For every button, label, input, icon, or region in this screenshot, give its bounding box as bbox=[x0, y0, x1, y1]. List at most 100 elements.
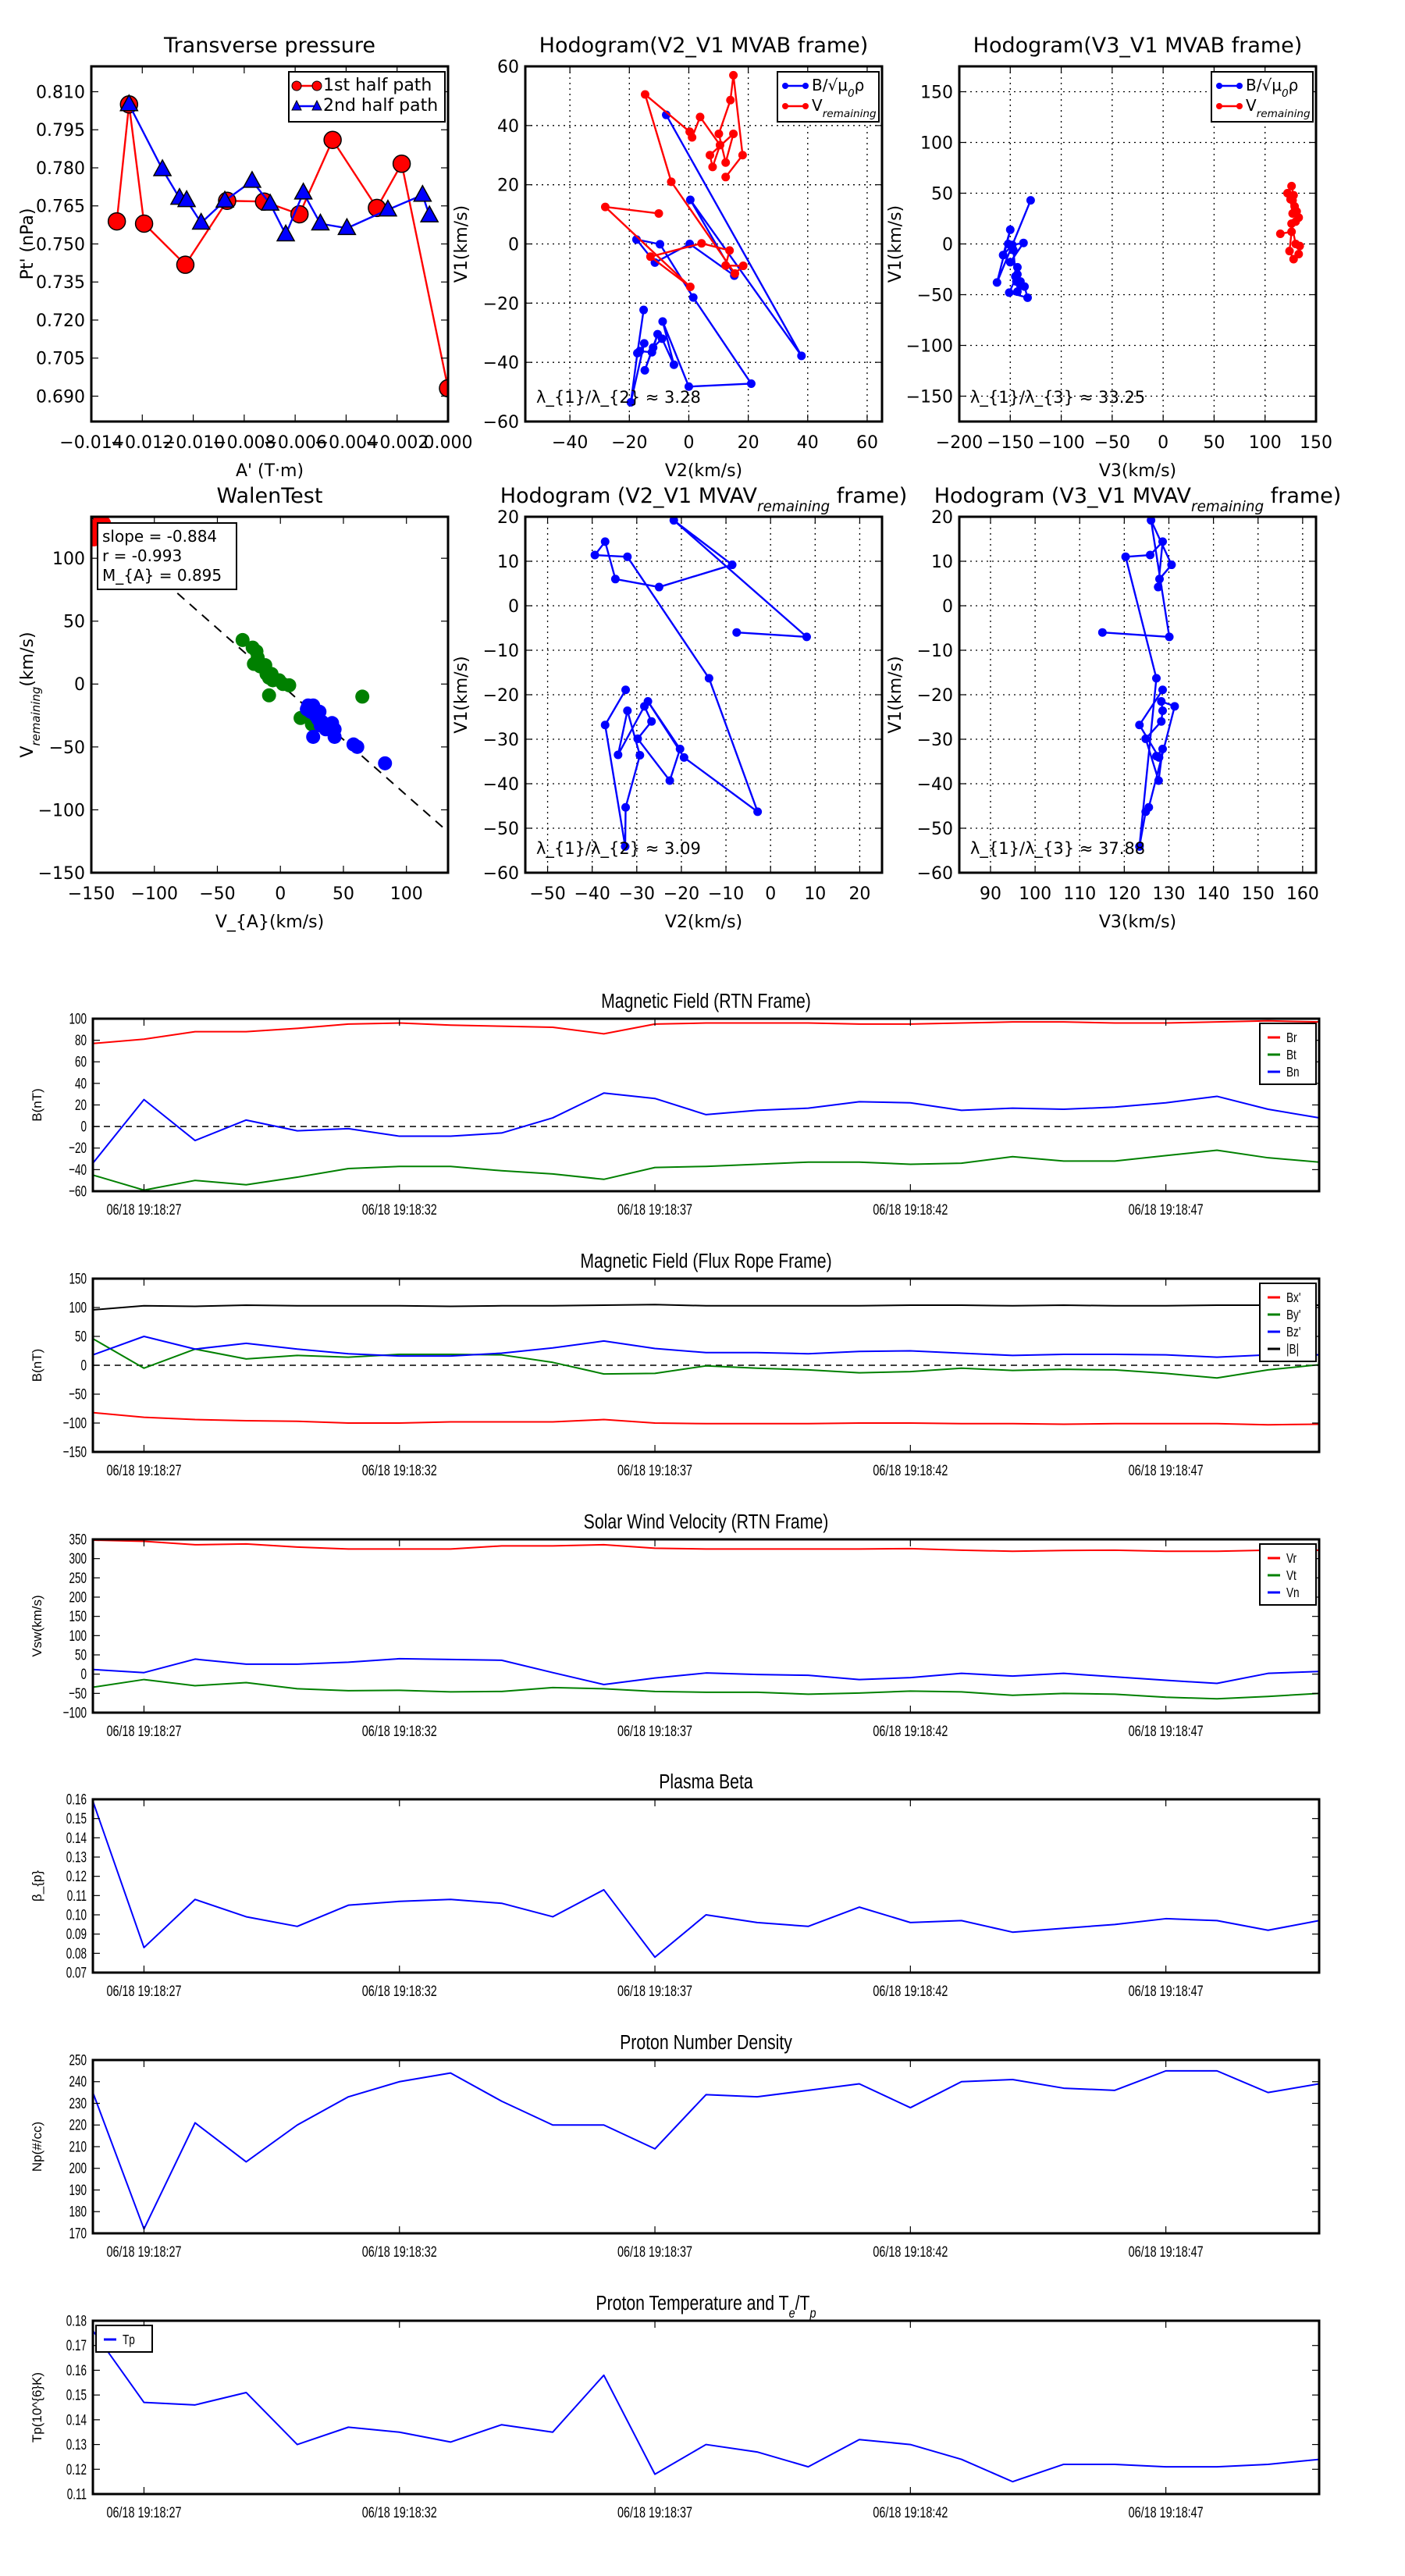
data-point bbox=[378, 756, 393, 770]
data-point bbox=[647, 717, 656, 726]
y-axis-label: β_{p} bbox=[30, 1870, 44, 1902]
x-tick-label: 06/18 19:18:37 bbox=[617, 1201, 692, 1219]
data-point bbox=[1286, 194, 1295, 204]
series-line-beta bbox=[93, 1801, 1319, 1959]
y-tick-label: 100 bbox=[69, 1627, 87, 1644]
legend-marker bbox=[311, 80, 322, 91]
y-tick-label: 0.16 bbox=[66, 1791, 87, 1808]
y-tick-label: 0 bbox=[80, 1118, 87, 1135]
y-tick-label: 0.15 bbox=[66, 2386, 87, 2403]
data-point bbox=[802, 632, 811, 642]
data-point bbox=[1004, 240, 1013, 248]
x-tick-label: 0.000 bbox=[424, 433, 473, 453]
chart-title: Proton Number Density bbox=[620, 2031, 792, 2055]
chart-title: Magnetic Field (RTN Frame) bbox=[601, 990, 811, 1013]
x-tick-label: 20 bbox=[738, 433, 759, 453]
data-point bbox=[1165, 632, 1174, 642]
y-tick-label: 50 bbox=[931, 184, 953, 204]
data-point bbox=[640, 702, 649, 711]
x-tick-label: 06/18 19:18:27 bbox=[106, 1461, 181, 1479]
data-point bbox=[1287, 181, 1297, 190]
legend-marker bbox=[782, 103, 788, 109]
data-point bbox=[1287, 227, 1297, 237]
data-point bbox=[1154, 776, 1163, 785]
legend-marker bbox=[1236, 83, 1243, 89]
legend-item: Bz' bbox=[1268, 1325, 1300, 1340]
x-tick-label: −20 bbox=[611, 433, 647, 453]
x-tick-label: 06/18 19:18:42 bbox=[873, 1461, 948, 1479]
y-tick-label: 0 bbox=[508, 235, 519, 254]
legend-label: Vt bbox=[1286, 1568, 1297, 1583]
legend: Tp bbox=[95, 2325, 153, 2353]
data-point bbox=[715, 141, 724, 150]
data-point bbox=[732, 628, 742, 637]
stats-line: slope = -0.884 bbox=[102, 527, 217, 546]
x-tick-label: 06/18 19:18:47 bbox=[1129, 1201, 1204, 1219]
legend-item: Vremaining bbox=[782, 96, 877, 120]
y-tick-label: −10 bbox=[917, 642, 953, 661]
data-point bbox=[1288, 209, 1297, 218]
x-tick-label: −100 bbox=[131, 884, 178, 904]
data-point bbox=[665, 776, 674, 785]
data-point bbox=[685, 195, 695, 205]
data-point bbox=[1012, 270, 1022, 279]
data-point bbox=[1121, 552, 1130, 561]
data-point bbox=[350, 739, 365, 754]
y-tick-label: −40 bbox=[483, 775, 519, 795]
data-point bbox=[1145, 550, 1154, 560]
x-tick-label: 90 bbox=[980, 884, 1001, 904]
y-tick-label: 250 bbox=[69, 2051, 87, 2069]
data-point bbox=[998, 251, 1008, 260]
data-point bbox=[1291, 240, 1300, 248]
plot-area bbox=[93, 2069, 1319, 2230]
data-point bbox=[392, 155, 411, 173]
legend-label: Br bbox=[1286, 1030, 1297, 1045]
y-tick-label: 0 bbox=[508, 597, 519, 617]
x-tick-label: 150 bbox=[1300, 433, 1332, 453]
plot-area bbox=[1097, 517, 1179, 851]
data-point bbox=[621, 802, 631, 812]
y-tick-label: −100 bbox=[63, 1414, 87, 1432]
series-line-Vr bbox=[93, 1539, 1319, 1553]
legend-label: Tp bbox=[123, 2332, 135, 2347]
series-line-|B| bbox=[93, 1304, 1319, 1311]
plot-area bbox=[93, 1304, 1319, 1426]
x-tick-label: −150 bbox=[987, 433, 1033, 453]
legend-item: Bx' bbox=[1268, 1290, 1300, 1305]
series-line-0 bbox=[1102, 519, 1176, 848]
legend-marker bbox=[802, 103, 809, 109]
x-tick-label: 06/18 19:18:27 bbox=[106, 2243, 181, 2261]
chart-title: WalenTest bbox=[217, 484, 323, 508]
data-point bbox=[654, 208, 663, 218]
x-tick-label: 60 bbox=[856, 433, 878, 453]
data-point bbox=[191, 212, 211, 230]
data-point bbox=[242, 170, 262, 188]
data-point bbox=[727, 560, 737, 570]
x-tick-label: −0.008 bbox=[212, 433, 276, 453]
data-point bbox=[134, 214, 154, 233]
x-axis-label: A' (T·m) bbox=[236, 461, 304, 481]
y-tick-label: 0 bbox=[942, 235, 953, 254]
data-point bbox=[729, 70, 738, 80]
data-point bbox=[323, 130, 342, 149]
x-tick-label: 06/18 19:18:42 bbox=[873, 1982, 948, 2000]
data-point bbox=[1158, 685, 1167, 695]
data-point bbox=[321, 720, 336, 735]
data-point bbox=[276, 223, 296, 242]
x-tick-label: −20 bbox=[663, 884, 699, 904]
data-point bbox=[261, 688, 276, 703]
x-tick-label: −50 bbox=[529, 884, 565, 904]
data-point bbox=[600, 720, 610, 730]
x-tick-label: −0.002 bbox=[365, 433, 429, 453]
legend-label: 1st half path bbox=[323, 76, 432, 95]
data-point bbox=[695, 112, 705, 122]
y-axis-label: B(nT) bbox=[30, 1349, 44, 1382]
data-point bbox=[215, 190, 235, 208]
eigenvalue-ratio-annotation: λ_{1}/λ_{2} ≈ 3.09 bbox=[536, 839, 701, 859]
y-tick-label: −50 bbox=[69, 1685, 87, 1702]
series-line-Vt bbox=[93, 1678, 1319, 1700]
x-tick-label: 120 bbox=[1108, 884, 1140, 904]
y-tick-label: 150 bbox=[69, 1608, 87, 1625]
x-tick-label: −40 bbox=[552, 433, 588, 453]
chart-title: Plasma Beta bbox=[659, 1770, 753, 1794]
